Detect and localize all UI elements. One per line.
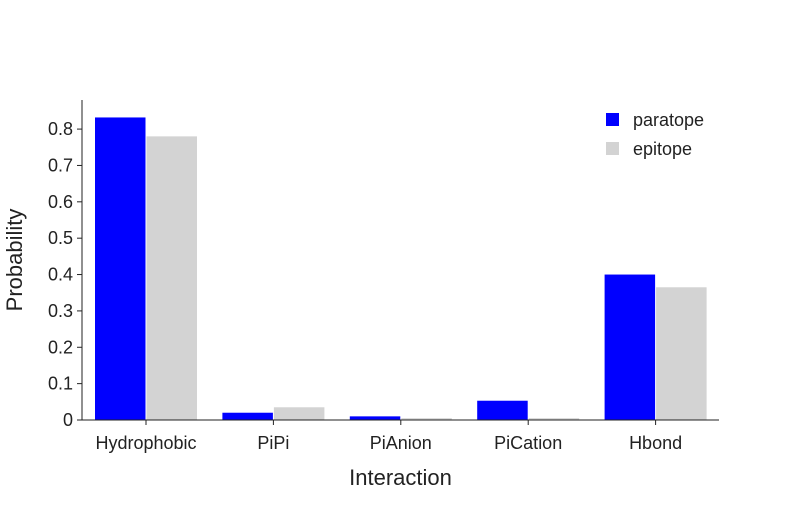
bar-epitope-pipi: [273, 407, 325, 420]
y-tick-label: 0.1: [48, 374, 73, 394]
x-tick-label: Hbond: [629, 433, 682, 453]
bar-epitope-pication: [528, 418, 580, 420]
y-tick-label: 0.7: [48, 155, 73, 175]
y-tick-label: 0.3: [48, 301, 73, 321]
legend: paratope epitope: [606, 110, 704, 159]
legend-swatch-paratope: [606, 113, 619, 126]
legend-label-paratope: paratope: [633, 110, 704, 130]
y-axis-title: Probability: [2, 209, 27, 312]
x-tick-label: Hydrophobic: [95, 433, 196, 453]
x-tick-label: PiAnion: [370, 433, 432, 453]
y-tick-label: 0.8: [48, 119, 73, 139]
x-tick-label: PiCation: [494, 433, 562, 453]
y-tick-label: 0.5: [48, 228, 73, 248]
x-ticks: Hydrophobic PiPi PiAnion PiCation Hbond: [95, 420, 682, 453]
y-tick-label: 0.2: [48, 337, 73, 357]
x-tick-label: PiPi: [257, 433, 289, 453]
bar-paratope-pipi: [222, 412, 273, 420]
legend-swatch-epitope: [606, 142, 619, 155]
y-ticks: 0 0.1 0.2 0.3 0.4 0.5 0.6 0.7 0.8: [48, 119, 82, 430]
legend-label-epitope: epitope: [633, 139, 692, 159]
bar-epitope-hbond: [656, 287, 707, 420]
x-axis-title: Interaction: [349, 465, 452, 490]
y-tick-label: 0.4: [48, 265, 73, 285]
bar-paratope-hydrophobic: [95, 117, 146, 421]
y-tick-label: 0: [63, 410, 73, 430]
y-tick-label: 0.6: [48, 192, 73, 212]
bar-epitope-pianion: [401, 418, 452, 420]
bar-paratope-pianion: [349, 416, 401, 420]
bar-paratope-hbond: [604, 274, 656, 420]
bars: [95, 117, 707, 421]
bar-epitope-hydrophobic: [146, 136, 197, 420]
bar-paratope-pication: [477, 400, 528, 420]
